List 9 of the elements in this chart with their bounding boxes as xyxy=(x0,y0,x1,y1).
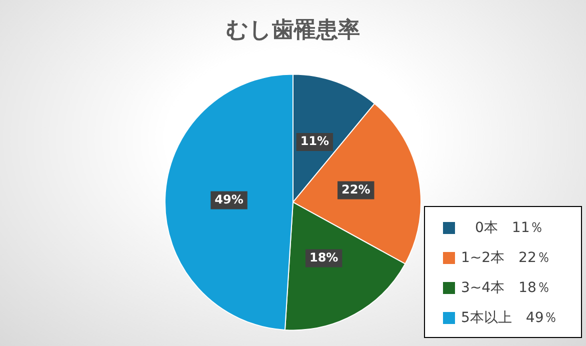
data-label: 49% xyxy=(214,192,244,206)
legend-label: 3~4本 18％ xyxy=(461,279,550,297)
data-label: 22% xyxy=(342,182,370,196)
legend-label: 0本 11％ xyxy=(474,219,544,237)
data-label: 11% xyxy=(300,134,330,148)
data-label: 18% xyxy=(309,250,338,264)
chart-title: むし歯罹患率 xyxy=(226,16,360,43)
legend-label: 5本以上 49％ xyxy=(461,309,558,327)
legend-label: 1~2本 22％ xyxy=(461,249,550,267)
